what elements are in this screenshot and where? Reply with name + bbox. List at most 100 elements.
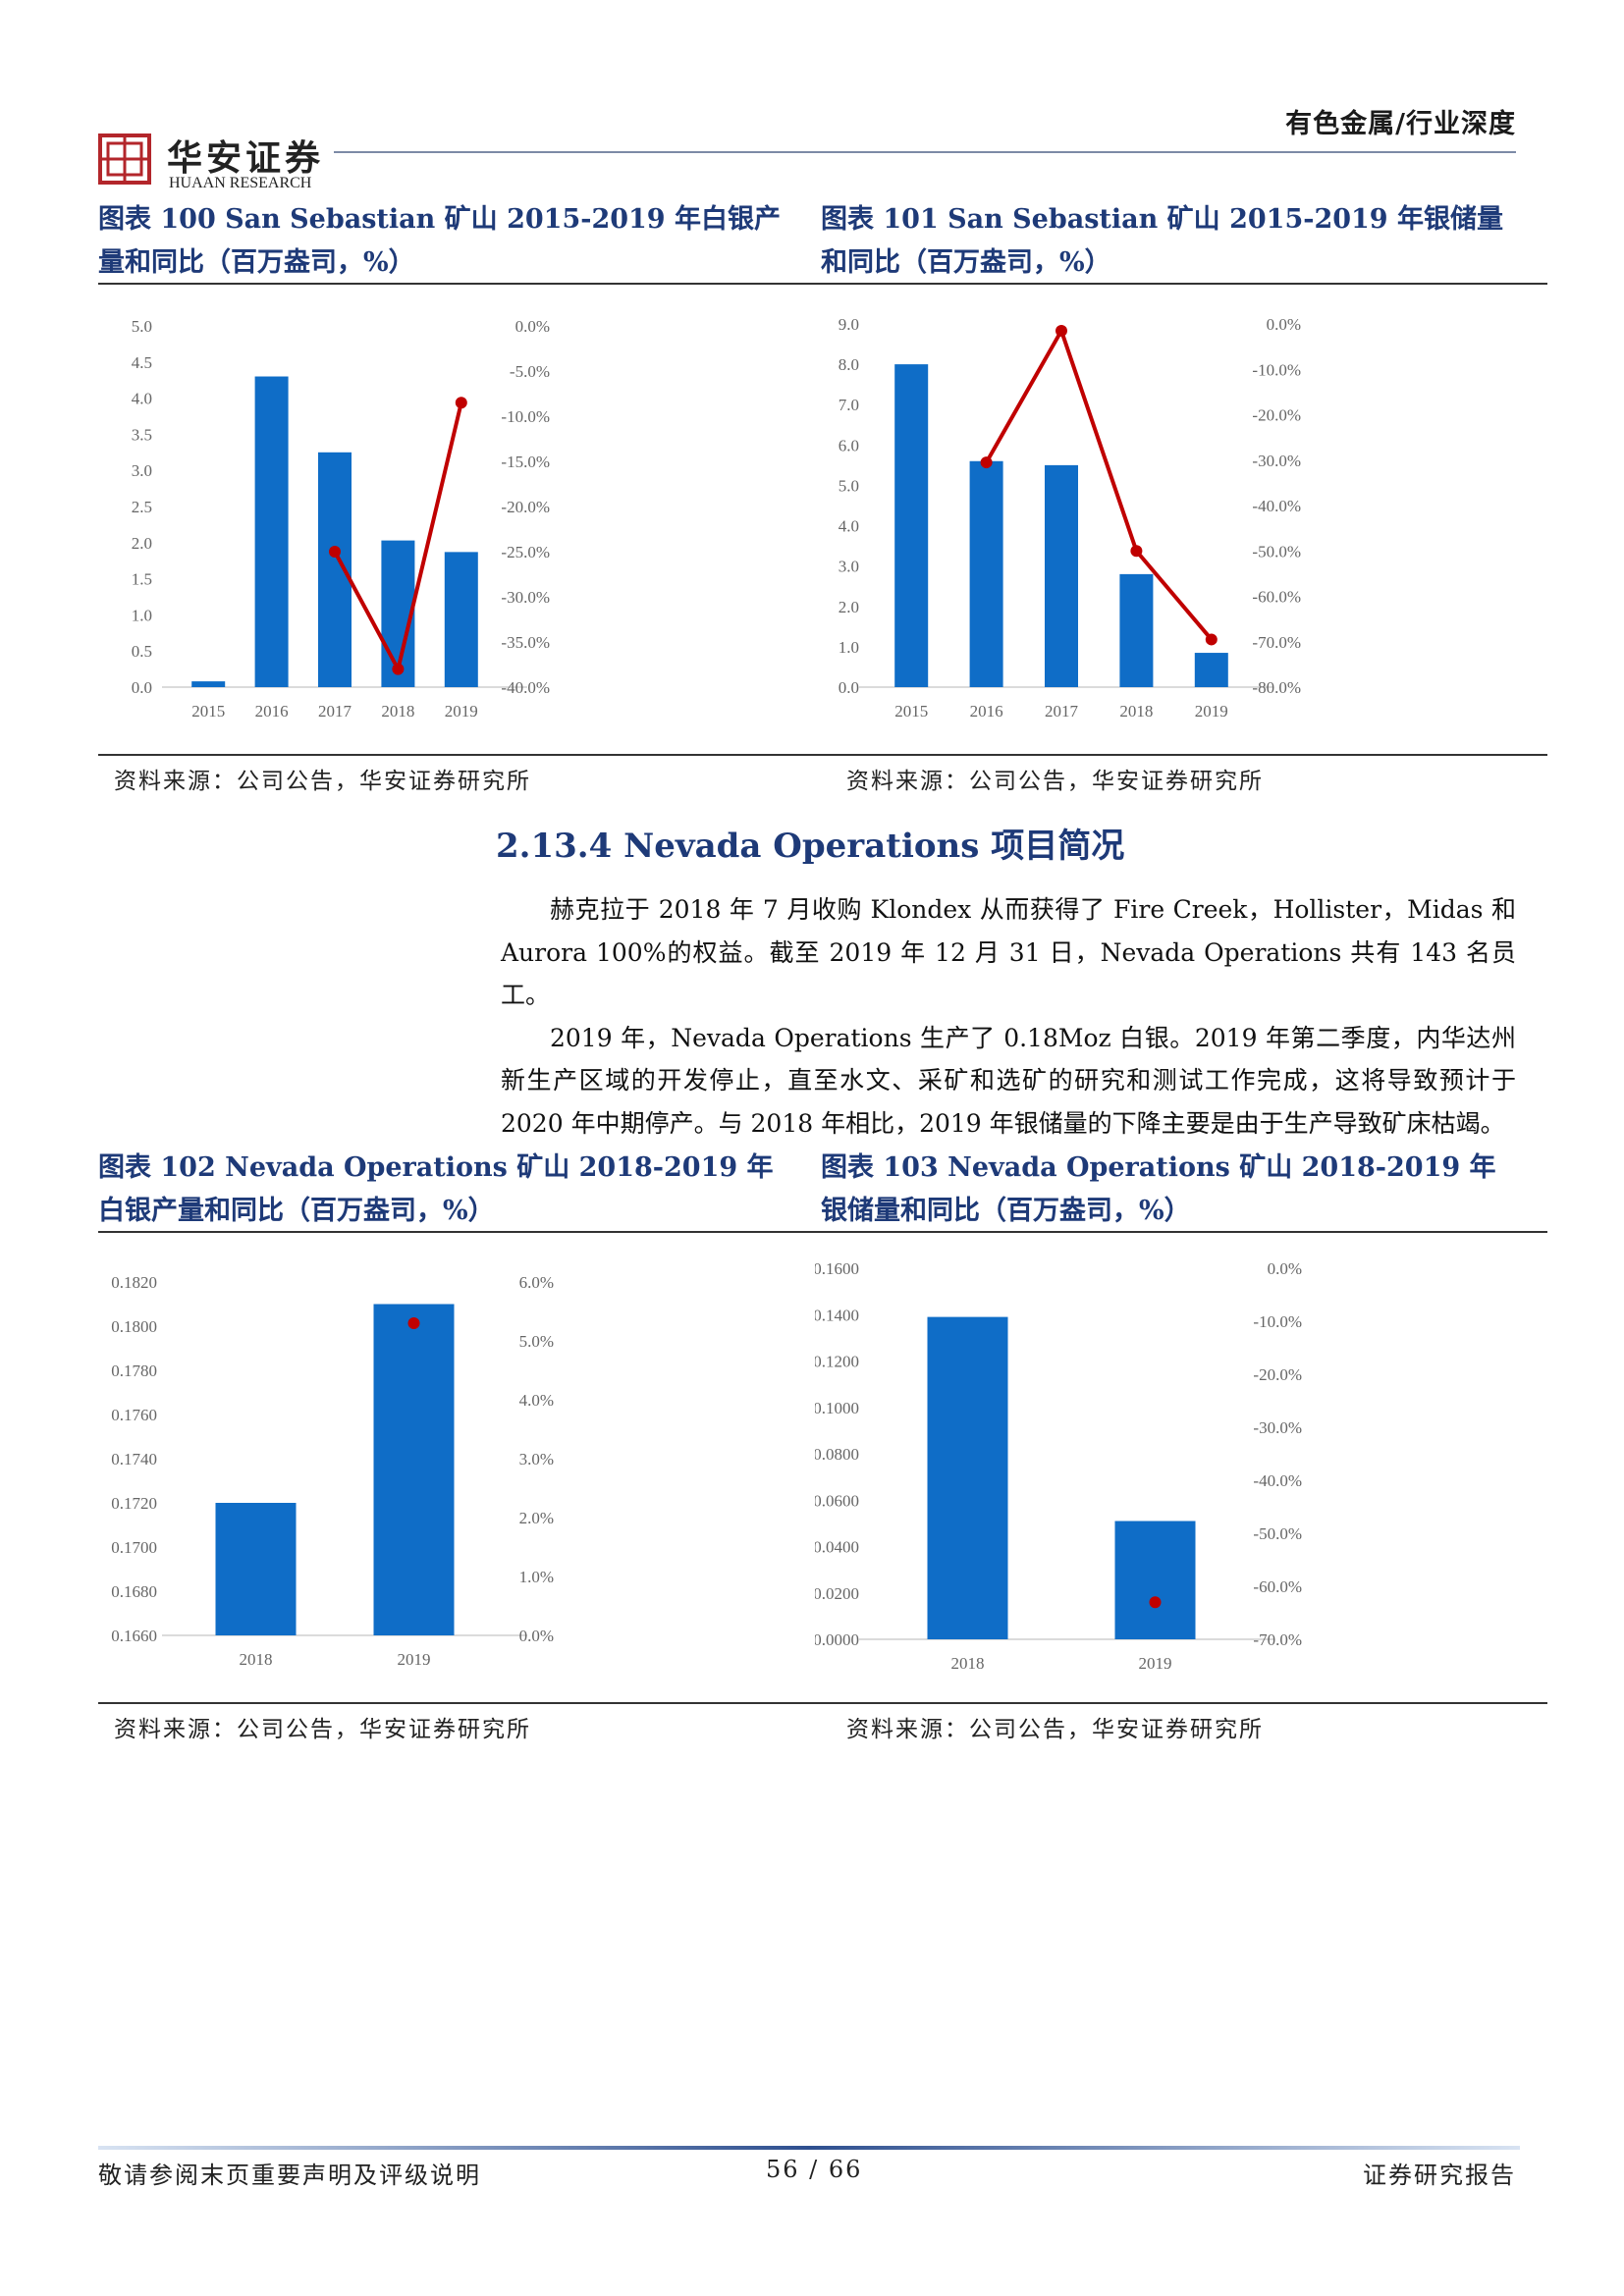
y2-tick-label: -10.0% — [1252, 360, 1301, 379]
y2-tick-label: 0.0% — [515, 317, 550, 336]
line-point — [980, 456, 993, 469]
y-tick-label: 0.0800 — [815, 1445, 859, 1464]
x-tick-label: 2019 — [1195, 702, 1228, 721]
x-tick-label: 2019 — [398, 1650, 431, 1669]
y-tick-label: 9.0 — [839, 315, 859, 334]
y2-tick-label: -40.0% — [501, 678, 550, 697]
y2-tick-label: -40.0% — [1252, 497, 1301, 515]
y-tick-label: 0.0200 — [815, 1584, 859, 1603]
footer-disclaimer: 敬请参阅末页重要声明及评级说明 — [98, 2162, 481, 2189]
y-tick-label: 0.0 — [132, 678, 152, 697]
y-tick-label: 0.0000 — [815, 1630, 859, 1649]
x-tick-label: 2019 — [445, 702, 478, 721]
line-point — [1205, 633, 1218, 646]
figure-101-source: 资料来源：公司公告，华安证券研究所 — [846, 769, 1264, 794]
bar — [1045, 464, 1078, 687]
y2-tick-label: -30.0% — [1253, 1418, 1302, 1437]
y-tick-label: 0.0400 — [815, 1538, 859, 1557]
chart-nevada-production: 0.1660 0.1680 0.1700 0.1720 0.1740 0.1760 0.17… — [111, 1273, 554, 1669]
logo-subtitle: HUAAN RESEARCH — [169, 175, 312, 191]
y-tick-label: 4.5 — [132, 353, 152, 372]
figure-103-title: 图表 103 Nevada Operations 矿山 2018-2019 年银… — [821, 1152, 1496, 1226]
y2-tick-label: -70.0% — [1253, 1630, 1302, 1649]
x-tick-label: 2018 — [951, 1654, 985, 1673]
y-tick-label: 0.1400 — [815, 1306, 859, 1324]
y-tick-label: 2.0 — [839, 598, 859, 616]
y2-tick-label: 1.0% — [519, 1568, 554, 1586]
y-tick-label: 0.1000 — [815, 1399, 859, 1417]
bar — [215, 1503, 297, 1635]
figure-bottom-rule — [98, 754, 1547, 756]
y2-tick-label: 4.0% — [519, 1391, 554, 1410]
y-tick-label: 1.0 — [839, 638, 859, 657]
y2-tick-label: -20.0% — [1252, 406, 1301, 425]
y-tick-label: 0.1660 — [111, 1627, 157, 1645]
x-tick-label: 2017 — [1045, 702, 1079, 721]
bar — [191, 681, 226, 687]
x-tick-label: 2018 — [1119, 702, 1153, 721]
figure-100-source: 资料来源：公司公告，华安证券研究所 — [114, 769, 531, 794]
line-point — [455, 397, 467, 409]
chart-nevada-reserves: 0.0000 0.0200 0.0400 0.0600 0.0800 0.1000 0.12… — [815, 1259, 1302, 1673]
bar — [254, 376, 289, 687]
y2-tick-label: 6.0% — [519, 1273, 554, 1292]
bar — [969, 460, 1003, 687]
y-tick-label: 3.0 — [132, 461, 152, 480]
x-tick-label: 2016 — [255, 702, 289, 721]
y-tick-label: 2.5 — [132, 498, 152, 516]
bar — [444, 552, 478, 687]
paragraph: 赫克拉于 2018 年 7 月收购 Klondex 从而获得了 Fire Cre… — [501, 895, 1516, 1009]
y-tick-label: 6.0 — [839, 436, 859, 454]
y-tick-label: 0.1780 — [111, 1362, 157, 1380]
huaan-logo-icon — [98, 133, 151, 185]
y-tick-label: 5.0 — [839, 476, 859, 495]
x-tick-label: 2016 — [970, 702, 1003, 721]
y2-tick-label: -30.0% — [501, 588, 550, 607]
y-tick-label: 1.0 — [132, 606, 152, 624]
y-tick-label: 8.0 — [839, 355, 859, 374]
footer-report-type: 证券研究报告 — [1363, 2162, 1516, 2189]
y2-tick-label: -5.0% — [510, 362, 550, 381]
logo-name: 华安证券 — [167, 137, 325, 179]
x-tick-label: 2015 — [191, 702, 225, 721]
x-tick-label: 2018 — [240, 1650, 273, 1669]
y2-tick-label: -50.0% — [1253, 1524, 1302, 1543]
y2-tick-label: 5.0% — [519, 1332, 554, 1351]
section-title: 2.13.4 Nevada Operations 项目简况 — [496, 827, 1125, 866]
x-tick-label: 2015 — [894, 702, 928, 721]
y-tick-label: 0.1680 — [111, 1582, 157, 1601]
figure-top-rule — [98, 1231, 1547, 1233]
y-tick-label: 7.0 — [839, 396, 859, 414]
y-tick-label: 0.5 — [132, 642, 152, 661]
chart-san-sebastian-reserves: 0.0 1.0 2.0 3.0 4.0 5.0 6.0 7.0 8.0 9.0 -80.0% -70.… — [839, 315, 1301, 721]
y-tick-label: 0.0600 — [815, 1491, 859, 1510]
y2-tick-label: -40.0% — [1253, 1471, 1302, 1490]
figure-bottom-rule — [98, 1702, 1547, 1704]
y-tick-label: 0.1820 — [111, 1273, 157, 1292]
header-category: 有色金属/行业深度 — [1285, 109, 1516, 139]
y-tick-label: 0.1720 — [111, 1494, 157, 1513]
paragraph: 2019 年，Nevada Operations 生产了 0.18Moz 白银。… — [501, 1023, 1516, 1138]
y-tick-label: 3.0 — [839, 558, 859, 576]
figure-top-rule — [98, 283, 1547, 285]
y2-tick-label: -15.0% — [501, 453, 550, 471]
y-tick-label: 3.5 — [132, 425, 152, 444]
y-tick-label: 0.1760 — [111, 1406, 157, 1424]
y2-tick-label: -30.0% — [1252, 452, 1301, 470]
line-point — [392, 663, 405, 675]
x-tick-label: 2018 — [381, 702, 414, 721]
chart-san-sebastian-production: 0.0 0.5 1.0 1.5 2.0 2.5 3.0 3.5 4.0 4.5 5.0 -40.0% -… — [132, 317, 550, 721]
y-tick-label: 0.1800 — [111, 1317, 157, 1336]
bar — [894, 364, 929, 687]
x-tick-label: 2017 — [318, 702, 352, 721]
y2-tick-label: 0.0% — [519, 1627, 554, 1645]
bar — [1119, 573, 1154, 687]
figure-103-source: 资料来源：公司公告，华安证券研究所 — [846, 1717, 1264, 1742]
y2-tick-label: 2.0% — [519, 1509, 554, 1527]
y2-tick-label: -80.0% — [1252, 678, 1301, 697]
bar — [1194, 653, 1228, 687]
y-tick-label: 0.1600 — [815, 1259, 859, 1278]
figure-102-source: 资料来源：公司公告，华安证券研究所 — [114, 1717, 531, 1742]
series-line — [984, 326, 1214, 641]
x-tick-label: 2019 — [1139, 1654, 1172, 1673]
